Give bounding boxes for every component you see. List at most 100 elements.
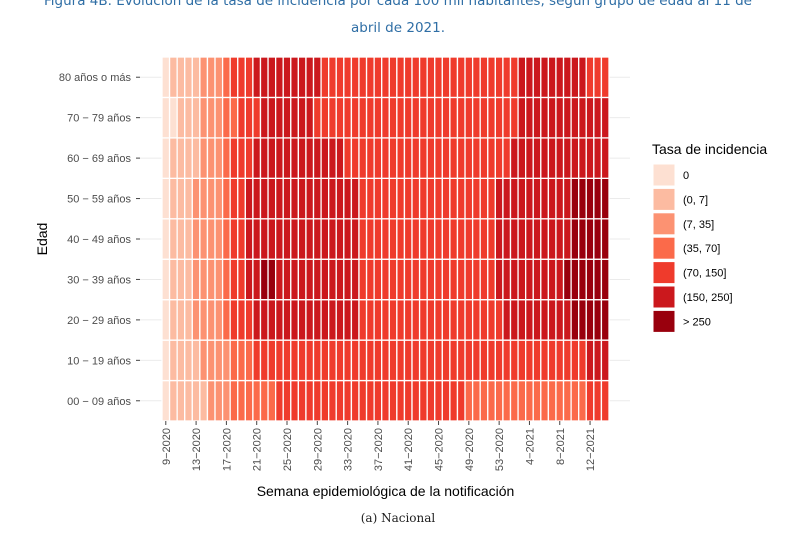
heatmap-cell: [555, 339, 565, 382]
heatmap-cell: [487, 177, 497, 220]
heatmap-cell: [252, 299, 262, 341]
heatmap-cell: [600, 299, 610, 341]
heatmap-cell: [578, 299, 587, 341]
heatmap-cell: [343, 56, 353, 99]
heatmap-cell: [464, 96, 474, 139]
heatmap-cell: [464, 379, 474, 422]
legend-swatch: [652, 261, 676, 285]
heatmap-cell: [176, 379, 186, 422]
heatmap-cell: [600, 177, 610, 220]
heatmap-cell: [426, 258, 436, 301]
heatmap-cell: [252, 339, 262, 382]
heatmap-cell: [540, 96, 550, 139]
heatmap-cell: [206, 258, 216, 301]
heatmap-cell: [502, 299, 512, 341]
heatmap-cell: [456, 56, 466, 99]
heatmap-cell: [396, 339, 406, 382]
heatmap-cell: [479, 96, 489, 139]
heatmap-cell: [426, 379, 436, 422]
heatmap-cell: [441, 258, 451, 301]
heatmap-cell: [471, 379, 481, 422]
heatmap-cell: [403, 299, 413, 341]
heatmap-cell: [358, 56, 368, 99]
heatmap-cell: [191, 218, 201, 260]
heatmap-cell: [532, 137, 542, 179]
heatmap-cell: [426, 299, 436, 341]
heatmap-cell: [290, 177, 300, 220]
heatmap-cell: [199, 339, 209, 382]
heatmap-cell: [570, 258, 580, 301]
heatmap-cell: [562, 379, 572, 422]
heatmap-cell: [176, 299, 186, 341]
heatmap-cell: [244, 218, 254, 260]
heatmap-cell: [168, 177, 178, 220]
heatmap-cell: [449, 218, 459, 260]
heatmap-cell: [426, 96, 436, 139]
heatmap-cell: [570, 218, 580, 260]
x-tick-label: 13−2020: [191, 428, 203, 471]
y-tick-label: 50 − 59 años: [67, 194, 131, 206]
heatmap-cell: [343, 258, 353, 301]
heatmap-cell: [562, 177, 572, 220]
heatmap-cell: [434, 218, 443, 260]
heatmap-cell: [282, 137, 292, 179]
heatmap-cell: [456, 339, 466, 382]
heatmap-cell: [305, 258, 315, 301]
heatmap-cell: [221, 56, 231, 99]
heatmap-cell: [449, 258, 459, 301]
legend-label: 0: [683, 170, 689, 182]
heatmap-cell: [373, 218, 383, 260]
heatmap-cell: [328, 56, 337, 99]
heatmap-cell: [161, 258, 171, 301]
heatmap-cell: [350, 177, 360, 220]
heatmap-cell: [532, 299, 542, 341]
heatmap-cell: [570, 299, 580, 341]
heatmap-cell: [418, 258, 428, 301]
heatmap-cell: [350, 258, 360, 301]
heatmap-cell: [305, 177, 315, 220]
heatmap-cell: [441, 218, 451, 260]
heatmap-cell: [373, 177, 383, 220]
heatmap-cell: [221, 379, 231, 422]
heatmap-cell: [403, 137, 413, 179]
heatmap-cell: [555, 379, 565, 422]
heatmap-cell: [434, 339, 443, 382]
heatmap-cell: [305, 56, 315, 99]
heatmap-cell: [312, 379, 322, 422]
heatmap-cell: [199, 137, 209, 179]
heatmap-cell: [221, 96, 231, 139]
heatmap-cell: [418, 218, 428, 260]
heatmap-cell: [525, 218, 534, 260]
heatmap-cell: [411, 258, 421, 301]
heatmap-cell: [328, 177, 337, 220]
heatmap-cell: [244, 56, 254, 99]
heatmap-cell: [494, 56, 504, 99]
heatmap-cell: [267, 218, 277, 260]
heatmap-cell: [252, 137, 262, 179]
heatmap-cell: [388, 258, 398, 301]
heatmap-cell: [540, 379, 550, 422]
heatmap-cell: [206, 56, 216, 99]
heatmap-cell: [396, 177, 406, 220]
heatmap-cell: [161, 339, 171, 382]
heatmap-cell: [297, 218, 307, 260]
heatmap-cell: [199, 258, 209, 301]
heatmap-cell: [297, 299, 307, 341]
heatmap-cell: [562, 299, 572, 341]
heatmap-cell: [199, 379, 209, 422]
heatmap-cell: [403, 379, 413, 422]
heatmap-cell: [320, 258, 330, 301]
heatmap-cell: [343, 339, 353, 382]
y-tick-label: 30 − 39 años: [67, 274, 131, 286]
heatmap-cell: [396, 218, 406, 260]
heatmap-cell: [191, 379, 201, 422]
heatmap-cell: [517, 339, 527, 382]
heatmap-cell: [358, 258, 368, 301]
heatmap-cell: [176, 339, 186, 382]
heatmap-cell: [161, 56, 171, 99]
heatmap-cell: [168, 56, 178, 99]
heatmap-cell: [388, 177, 398, 220]
heatmap-cell: [199, 56, 209, 99]
heatmap-cell: [199, 177, 209, 220]
heatmap-cell: [532, 218, 542, 260]
